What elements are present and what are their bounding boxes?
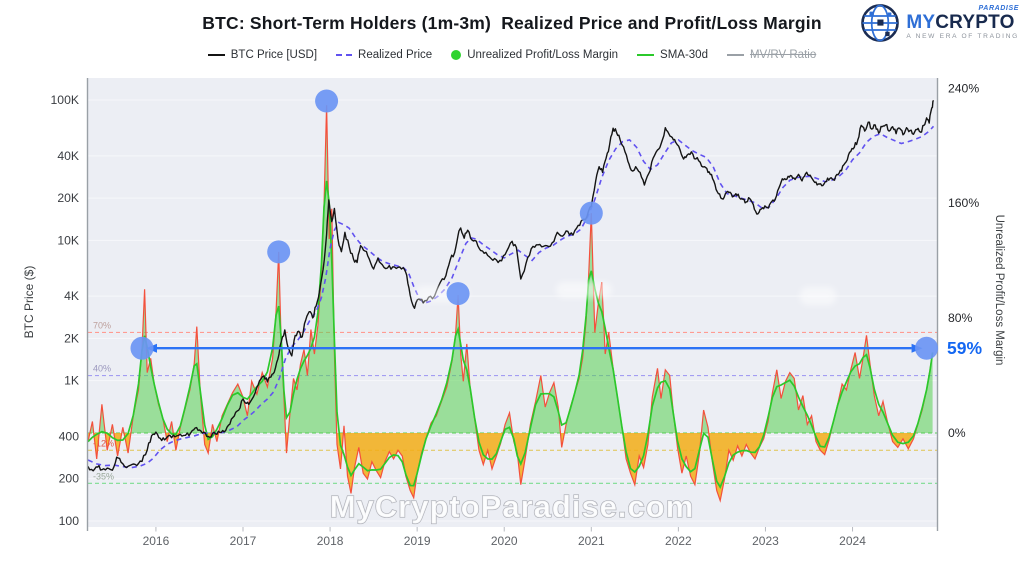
- legend-item-unrealized-margin[interactable]: Unrealized Profit/Loss Margin: [451, 49, 618, 61]
- threshold-label: 40%: [93, 364, 111, 374]
- legend-item-sma-30d[interactable]: SMA-30d: [637, 49, 708, 61]
- x-axis-tick: 2022: [665, 534, 692, 548]
- unrealized-margin-marker: [451, 50, 462, 60]
- threshold-label: -12%: [93, 438, 114, 448]
- legend-item-realized-price[interactable]: Realized Price: [336, 49, 432, 61]
- logo-paradise: PARADISE: [978, 5, 1019, 13]
- left-axis-tick: 400: [59, 430, 80, 444]
- left-axis-tick: 100: [59, 514, 80, 528]
- peak-marker-circle: [130, 336, 154, 360]
- logo-wordmark: MYCRYPTO: [906, 13, 1014, 32]
- mvrv-ratio-marker: [726, 54, 744, 56]
- plot-background: [88, 78, 937, 527]
- left-axis-tick: 100K: [51, 93, 79, 107]
- left-axis-tick: 40K: [57, 149, 79, 163]
- x-axis-tick: 2020: [491, 534, 518, 548]
- logo-my: MY: [906, 12, 936, 34]
- sma-30d-marker: [637, 54, 655, 56]
- logo-crypto: CRYPTO: [935, 12, 1015, 34]
- left-axis-tick: 2K: [64, 331, 79, 345]
- btc-price-line: [87, 99, 935, 472]
- realized-price-line: [87, 125, 935, 469]
- watermark: MyCryptoParadise.com: [330, 489, 695, 524]
- left-axis-title: BTC Price ($): [22, 266, 36, 339]
- peak-marker-circle: [446, 282, 470, 306]
- threshold-label: 70%: [93, 320, 111, 330]
- right-axis-tick: 0%: [948, 426, 966, 440]
- left-axis-tick: 1K: [64, 374, 79, 388]
- x-axis-tick: 2016: [143, 534, 170, 548]
- x-axis-tick: 2021: [578, 534, 605, 548]
- x-axis-tick: 2018: [317, 534, 344, 548]
- peak-marker-circle: [915, 336, 939, 360]
- margin-59-label: 59%: [947, 338, 982, 358]
- left-axis-tick: 10K: [57, 233, 79, 247]
- peak-marker-circle: [579, 201, 603, 225]
- x-axis-tick: 2019: [404, 534, 431, 548]
- legend-label: Realized Price: [358, 49, 433, 61]
- peak-marker-circle: [315, 89, 339, 113]
- sma-30d-line: [87, 180, 934, 489]
- legend-label: BTC Price [USD]: [230, 49, 318, 61]
- btc-price-marker: [207, 54, 225, 56]
- legend-label: SMA-30d: [660, 49, 708, 61]
- white-smudge: [556, 282, 612, 298]
- legend-label: MV/RV Ratio: [749, 49, 817, 61]
- white-smudge: [800, 287, 836, 305]
- x-axis-tick: 2023: [752, 534, 779, 548]
- right-axis-tick: 160%: [948, 196, 979, 210]
- left-axis-tick: 200: [59, 472, 80, 486]
- x-axis-tick: 2024: [839, 534, 866, 548]
- threshold-label: -35%: [93, 471, 114, 481]
- mycryptoparadise-logo: PARADISE MYCRYPTO A NEW ERA OF TRADING: [859, 2, 1019, 44]
- left-axis-tick: 4K: [64, 289, 79, 303]
- chart-legend: BTC Price [USD] Realized Price Unrealize…: [0, 49, 1024, 61]
- left-axis-tick: 20K: [57, 191, 79, 205]
- right-axis-tick: 240%: [948, 81, 979, 95]
- legend-label: Unrealized Profit/Loss Margin: [467, 49, 619, 61]
- legend-item-mvrv-ratio[interactable]: MV/RV Ratio: [726, 49, 817, 61]
- margin-fill-positive: [88, 105, 933, 434]
- legend-item-btc-price[interactable]: BTC Price [USD]: [207, 49, 318, 61]
- right-axis-title: Unrealized Profit/Loss Margin: [993, 215, 1005, 366]
- right-axis-tick: 80%: [948, 311, 973, 325]
- peak-marker-circle: [267, 240, 291, 264]
- logo-tagline: A NEW ERA OF TRADING: [906, 33, 1019, 41]
- x-axis-tick: 2017: [230, 534, 257, 548]
- page-title: BTC: Short-Term Holders (1m-3m) Realized…: [202, 13, 822, 33]
- realized-price-marker: [336, 54, 353, 56]
- globe-icon: [861, 4, 900, 42]
